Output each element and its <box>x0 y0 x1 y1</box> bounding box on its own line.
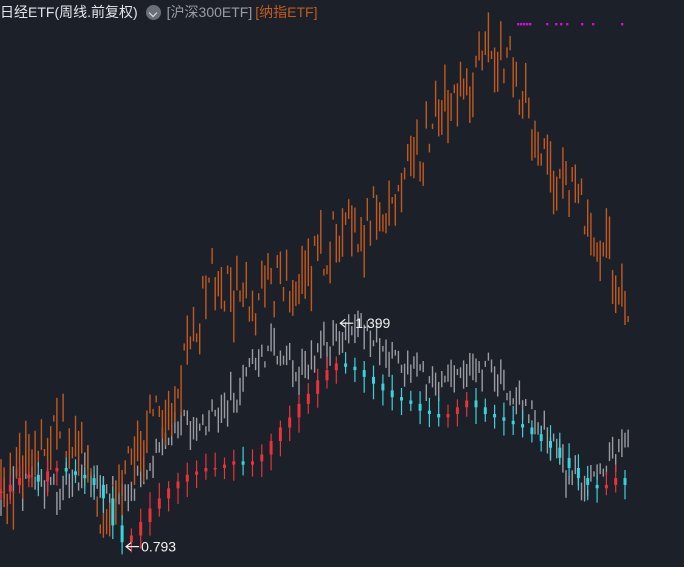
annotation-arrowhead <box>339 318 346 328</box>
candle-body <box>427 410 431 414</box>
candle-body <box>213 468 217 470</box>
event-marker <box>592 23 595 26</box>
candle-body <box>18 478 22 485</box>
candle-body <box>614 478 618 485</box>
candle-body <box>353 366 357 371</box>
candle-body <box>111 498 115 526</box>
candle-body <box>521 424 525 428</box>
candle-body <box>437 414 441 418</box>
nikkei-candles <box>0 352 627 555</box>
candle-body <box>455 407 459 415</box>
candle-body <box>595 484 599 489</box>
candle-body <box>204 468 208 472</box>
candle-body <box>483 407 487 415</box>
candle-body <box>334 363 338 371</box>
candle-body <box>167 488 171 499</box>
candle-body <box>269 441 273 455</box>
candle-body <box>36 474 40 482</box>
candle-body <box>139 522 143 536</box>
candle-body <box>176 481 180 489</box>
candle-body <box>474 400 478 408</box>
candle-body <box>306 393 310 404</box>
legend-item-hs300[interactable]: [沪深300ETF] <box>166 4 253 20</box>
price-annotations: 1.399 0.793 <box>125 315 391 555</box>
event-marker <box>581 23 584 26</box>
event-marker <box>621 23 624 26</box>
candle-body <box>316 380 320 394</box>
candle-body <box>251 461 254 465</box>
candle-body <box>604 484 608 489</box>
event-marker <box>523 23 526 26</box>
event-marker <box>555 23 558 26</box>
candle-body <box>465 400 469 408</box>
candle-body <box>260 454 264 462</box>
candle-body <box>567 457 571 468</box>
candle-body <box>409 400 413 404</box>
candle-body <box>549 441 552 448</box>
candle-body <box>74 471 77 475</box>
candle-body <box>101 484 105 499</box>
low-price-label: 0.793 <box>141 539 176 555</box>
candle-body <box>278 427 282 441</box>
candle-body <box>148 508 152 522</box>
candle-body <box>241 461 245 465</box>
candle-body <box>511 420 515 425</box>
main-series-title: 日经ETF(周线.前复权) <box>0 4 138 20</box>
event-marker <box>560 23 563 26</box>
candle-body <box>372 376 375 384</box>
event-marker <box>520 23 523 26</box>
candle-body <box>195 471 199 475</box>
event-markers <box>517 23 624 26</box>
candle-body <box>92 478 96 485</box>
candle-body <box>157 498 161 509</box>
legend-bar: 日经ETF(周线.前复权) [沪深300ETF] [纳指ETF] <box>0 3 320 21</box>
candle-body <box>576 468 580 479</box>
chevron-down-icon[interactable] <box>145 4 161 20</box>
legend-item-nasdaq[interactable]: [纳指ETF] <box>255 4 318 20</box>
candle-body <box>623 478 627 485</box>
candle-body <box>0 491 3 494</box>
candle-body <box>288 417 292 428</box>
annotation-arrowhead <box>125 542 132 552</box>
candle-body <box>27 474 31 479</box>
candle-body <box>232 461 236 465</box>
candle-body <box>344 363 348 367</box>
candle-body <box>64 468 68 472</box>
event-marker <box>526 23 529 26</box>
event-marker <box>517 23 520 26</box>
candle-body <box>362 370 366 377</box>
event-marker <box>529 23 532 26</box>
candle-body <box>325 370 329 381</box>
candle-body <box>493 414 497 418</box>
candle-body <box>46 471 50 482</box>
candle-body <box>83 474 87 479</box>
candle-body <box>400 397 403 401</box>
candle-body <box>530 427 534 435</box>
high-price-label: 1.399 <box>355 315 390 331</box>
candle-body <box>558 447 562 458</box>
candle-body <box>185 474 189 482</box>
candle-body <box>390 390 394 398</box>
event-marker <box>566 23 569 26</box>
candle-body <box>381 383 385 391</box>
candle-body <box>8 484 12 492</box>
candle-body <box>223 464 226 468</box>
candle-body <box>586 478 590 485</box>
nasdaq-bars <box>0 12 629 538</box>
candle-body <box>129 535 133 543</box>
event-marker <box>546 23 549 26</box>
candle-body <box>446 414 450 418</box>
candle-body <box>120 525 124 543</box>
candle-body <box>55 468 59 472</box>
candle-body <box>297 403 301 418</box>
candle-body <box>502 417 506 421</box>
candle-body <box>539 434 543 441</box>
candle-body <box>418 403 422 411</box>
